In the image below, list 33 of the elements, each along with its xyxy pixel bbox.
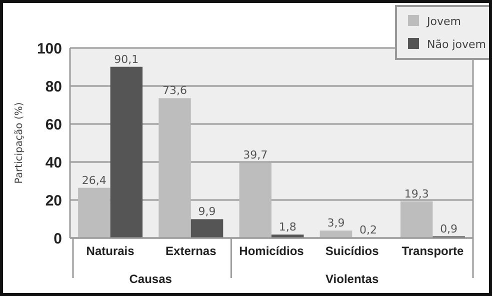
text: 3,9 [327,216,345,230]
text: 9,9 [198,205,216,218]
text: 0,9 [440,222,458,236]
y-tick-label: 20 [45,192,62,210]
x-tick-label: Naturais [86,244,135,258]
bar [110,66,143,238]
text: 26,4 [82,174,106,187]
bar [239,162,272,238]
text: 1,8 [278,220,296,234]
x-tick-label: Externas [166,244,217,258]
y-tick-label: 80 [45,78,62,96]
y-tick-label: 100 [36,40,62,58]
legend-label: Jovem [426,15,461,28]
text: 73,6 [162,84,188,98]
text: Causas [129,272,172,286]
y-tick-label: 60 [45,116,62,134]
x-tick-label: Suicídios [325,244,380,258]
text: 39,7 [243,148,268,162]
bar [158,98,191,238]
x-tick-label: Transporte [402,244,464,258]
x-tick-label: Homicídios [239,244,304,258]
y-tick-label: 0 [54,230,62,248]
bar [400,201,433,238]
y-axis-title: Participação (%) [14,102,25,184]
text: Violentas [326,272,379,286]
text: 90,1 [114,52,139,66]
text: 19,3 [404,187,429,200]
bar [78,188,110,238]
text: 0,2 [359,224,377,237]
bar [190,219,224,238]
legend-label: Não jovem [427,38,486,51]
y-tick-label: 40 [45,154,62,172]
bar [320,230,352,238]
